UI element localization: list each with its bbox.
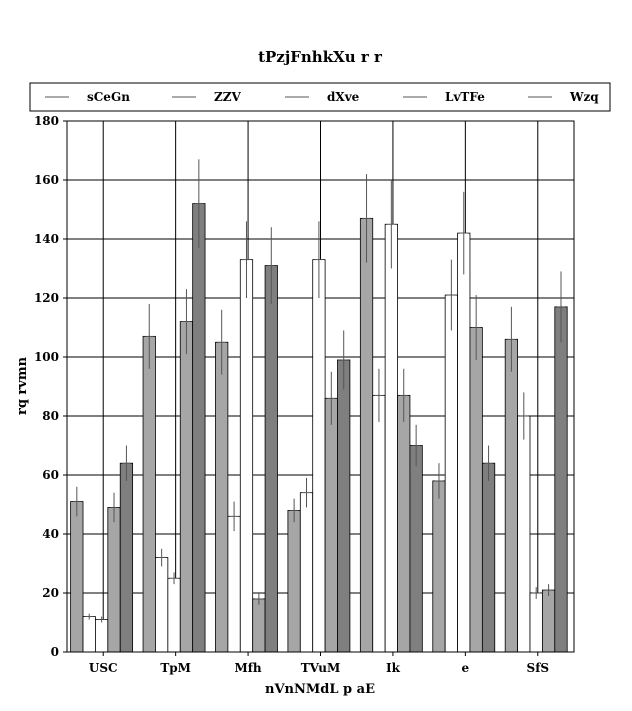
y-tick-label: 0: [51, 645, 59, 659]
bar: [359, 217, 374, 653]
chart-title: tPzjFnhkXu r r: [258, 48, 383, 66]
bar: [155, 557, 169, 653]
bar: [372, 394, 386, 653]
bar: [337, 359, 351, 653]
bar: [312, 259, 326, 653]
bar: [529, 592, 543, 653]
bar: [167, 577, 181, 653]
bar: [82, 616, 96, 653]
x-tick-label: SfS: [527, 661, 550, 675]
bar: [299, 492, 314, 653]
x-axis-ticks: USC TpM Mfh TVuM Ik e SfS: [89, 652, 549, 675]
bar: [70, 501, 84, 653]
bar: [444, 294, 458, 653]
bar: [409, 445, 423, 653]
bar: [192, 203, 206, 653]
bar: [215, 341, 229, 653]
y-axis-ticks: 0 20 40 60 80 100 120 140 160 180: [34, 114, 67, 659]
bar: [481, 462, 496, 653]
bar: [384, 223, 398, 653]
y-tick-label: 180: [34, 114, 59, 128]
x-tick-label: TpM: [160, 661, 191, 675]
bar: [119, 462, 134, 653]
x-tick-label: e: [462, 661, 470, 675]
x-tick-label: USC: [89, 661, 118, 675]
x-tick-label: Ik: [386, 661, 401, 675]
y-tick-label: 100: [34, 350, 59, 364]
plot-area: 0 20 40 60 80 100 120 140 160 180 USC TpM Mfh TVuM Ik…: [34, 114, 575, 675]
bar: [264, 265, 278, 653]
error-bars: [72, 159, 565, 623]
y-tick-label: 60: [42, 468, 59, 482]
y-tick-label: 40: [42, 527, 59, 541]
y-axis-label: rq rvmn: [15, 356, 30, 415]
y-tick-label: 80: [42, 409, 59, 423]
legend-label: dXve: [327, 90, 360, 104]
legend-label: LvTFe: [445, 90, 485, 104]
x-tick-label: TVuM: [301, 661, 340, 675]
bar: [504, 338, 518, 653]
bar: [142, 335, 156, 653]
bar: [432, 480, 446, 653]
bar: [252, 598, 266, 653]
bar: [324, 397, 338, 653]
y-tick-label: 160: [34, 173, 59, 187]
bar: [107, 507, 121, 653]
bar: [179, 321, 194, 653]
legend: sCeGn ZZV dXve LvTFe Wzq: [29, 82, 611, 112]
bar: [95, 619, 109, 653]
bar: [469, 327, 483, 653]
bar: [397, 394, 411, 653]
bar: [541, 589, 556, 653]
bar: [287, 509, 301, 653]
legend-box: [29, 82, 611, 112]
legend-label: Wzq: [569, 90, 599, 104]
bar: [517, 415, 531, 653]
x-axis-label: nVnNMdL p aE: [265, 682, 375, 697]
bar: [554, 306, 568, 653]
y-tick-label: 20: [42, 586, 59, 600]
x-tick-label: Mfh: [234, 661, 261, 675]
y-tick-label: 140: [34, 232, 59, 246]
legend-label: ZZV: [214, 90, 242, 104]
bar: [457, 232, 471, 653]
legend-label: sCeGn: [87, 90, 130, 104]
bar: [227, 515, 241, 653]
bar: [239, 259, 254, 653]
y-tick-label: 120: [34, 291, 59, 305]
